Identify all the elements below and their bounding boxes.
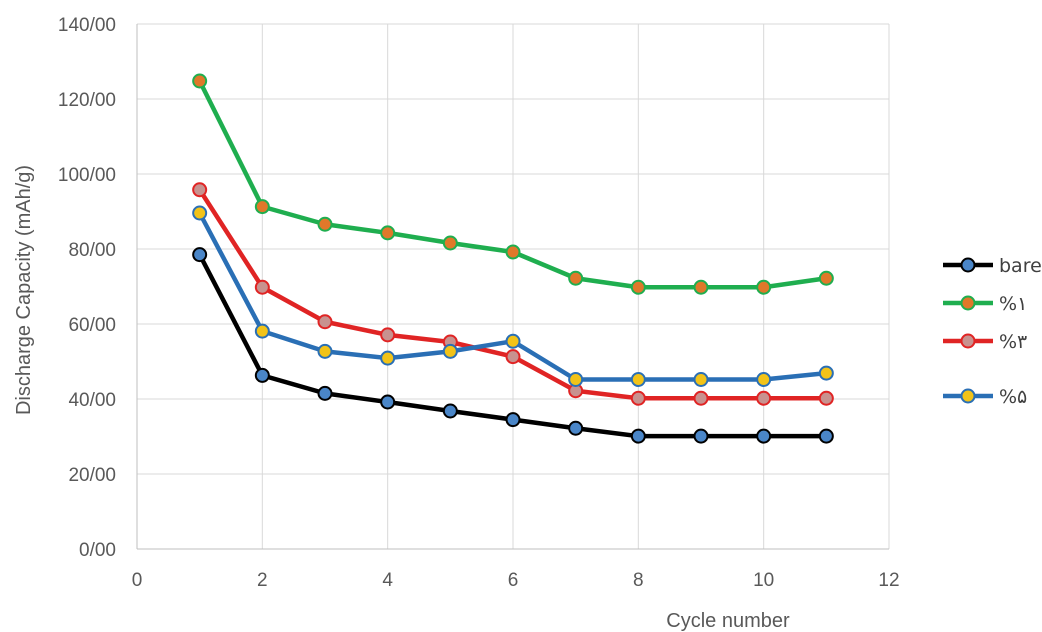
data-point	[756, 428, 772, 444]
legend-marker	[960, 295, 976, 311]
data-point	[630, 279, 646, 295]
data-point	[380, 394, 396, 410]
x-axis-title: Cycle number	[666, 610, 790, 632]
data-point	[254, 367, 270, 383]
data-point	[505, 349, 521, 365]
data-point	[380, 350, 396, 366]
data-point	[818, 390, 834, 406]
x-tick-label: 10	[753, 570, 774, 591]
data-point	[568, 270, 584, 286]
x-tick-label: 2	[257, 570, 268, 591]
series-3	[192, 205, 834, 387]
data-point	[693, 372, 709, 387]
series-2	[192, 182, 834, 406]
series-lines	[192, 73, 834, 444]
legend-marker	[960, 257, 976, 273]
data-point	[380, 327, 396, 343]
data-point	[693, 279, 709, 295]
data-point	[818, 270, 834, 286]
data-point	[442, 343, 458, 359]
y-tick-label: 60/00	[68, 315, 116, 336]
legend-marker	[960, 333, 976, 349]
data-point	[380, 225, 396, 241]
legend-item: bare	[943, 255, 1042, 277]
y-tick-label: 140/00	[58, 15, 116, 36]
legend-label: %١	[999, 293, 1027, 315]
data-point	[568, 420, 584, 436]
data-point	[317, 314, 333, 330]
data-point	[693, 390, 709, 406]
data-point	[818, 365, 834, 381]
series-1	[192, 73, 834, 295]
data-point	[254, 199, 270, 215]
data-point	[756, 279, 772, 295]
data-point	[756, 390, 772, 406]
y-tick-label: 120/00	[58, 90, 116, 111]
data-point	[192, 73, 208, 89]
data-point	[192, 247, 208, 263]
data-point	[442, 403, 458, 419]
legend-item: %١	[943, 293, 1027, 315]
y-axis-title: Discharge Capacity (mAh/g)	[13, 165, 35, 415]
y-tick-label: 100/00	[58, 165, 116, 186]
legend-item: %۳	[943, 331, 1027, 353]
data-point	[630, 428, 646, 444]
legend-item: %۵	[943, 386, 1027, 408]
data-point	[192, 205, 208, 221]
y-tick-label: 80/00	[68, 240, 116, 261]
y-tick-label: 40/00	[68, 390, 116, 411]
data-point	[818, 428, 834, 444]
data-point	[254, 279, 270, 295]
legend: bare %١ %۳ %۵	[943, 255, 1042, 408]
data-point	[317, 385, 333, 401]
data-point	[505, 412, 521, 428]
data-point	[630, 372, 646, 387]
data-point	[756, 372, 772, 387]
data-point	[442, 235, 458, 251]
x-tick-label: 4	[382, 570, 393, 591]
series-0	[192, 247, 834, 444]
x-tick-label: 0	[132, 570, 143, 591]
data-point	[317, 343, 333, 359]
data-point	[568, 372, 584, 387]
data-point	[317, 216, 333, 232]
x-tick-label: 12	[878, 570, 899, 591]
data-point	[505, 333, 521, 349]
data-point	[505, 244, 521, 260]
legend-label: %۳	[999, 331, 1027, 353]
data-point	[192, 182, 208, 198]
x-tick-label: 6	[508, 570, 519, 591]
tick-labels: 0/00 20/00 40/00 60/00 80/00 100/00 120/00 140/…	[58, 15, 900, 591]
legend-marker	[960, 388, 976, 404]
y-tick-label: 20/00	[68, 465, 116, 486]
x-tick-label: 8	[633, 570, 644, 591]
data-point	[630, 390, 646, 406]
legend-label: bare	[999, 255, 1042, 277]
y-tick-label: 0/00	[79, 540, 116, 561]
axes	[136, 24, 889, 550]
data-point	[693, 428, 709, 444]
legend-label: %۵	[999, 386, 1027, 408]
data-point	[254, 323, 270, 339]
